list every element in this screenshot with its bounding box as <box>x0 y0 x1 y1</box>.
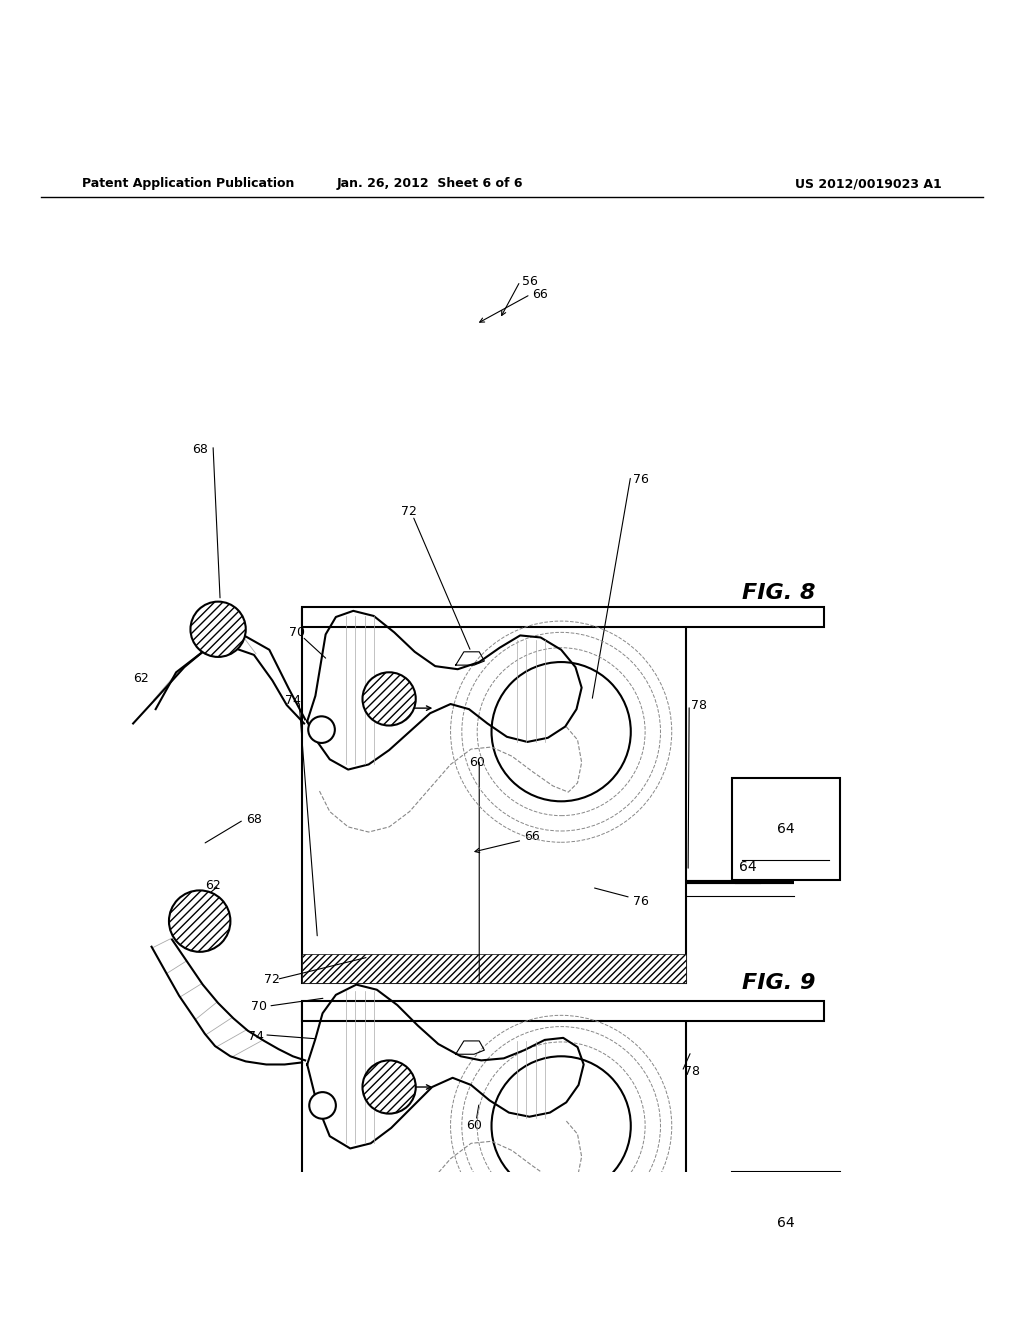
Text: 78: 78 <box>691 698 708 711</box>
Text: 72: 72 <box>401 506 418 517</box>
Text: 60: 60 <box>466 1119 482 1133</box>
Text: 68: 68 <box>193 442 209 455</box>
Bar <box>302 1001 824 1022</box>
Text: Patent Application Publication: Patent Application Publication <box>82 177 294 190</box>
Text: Jan. 26, 2012  Sheet 6 of 6: Jan. 26, 2012 Sheet 6 of 6 <box>337 177 523 190</box>
Circle shape <box>308 717 335 743</box>
Text: 56: 56 <box>522 275 539 288</box>
Bar <box>302 1003 686 1320</box>
Circle shape <box>190 602 246 657</box>
Circle shape <box>492 663 631 801</box>
Circle shape <box>362 1060 416 1114</box>
Text: 70: 70 <box>251 999 267 1012</box>
Text: 64: 64 <box>777 1216 795 1230</box>
Text: 62: 62 <box>205 879 220 892</box>
Bar <box>302 607 824 627</box>
Text: 74: 74 <box>248 1031 264 1043</box>
Text: FIG. 9: FIG. 9 <box>742 973 816 993</box>
Text: US 2012/0019023 A1: US 2012/0019023 A1 <box>796 177 942 190</box>
Bar <box>302 954 686 982</box>
Text: 72: 72 <box>264 973 281 986</box>
Text: 70: 70 <box>289 626 305 639</box>
Text: 62: 62 <box>133 672 148 685</box>
Text: 64: 64 <box>777 822 795 836</box>
Circle shape <box>309 1092 336 1119</box>
Text: FIG. 8: FIG. 8 <box>742 583 816 603</box>
Text: 66: 66 <box>524 830 540 842</box>
Bar <box>732 777 840 880</box>
Text: 76: 76 <box>633 474 649 486</box>
Text: 78: 78 <box>684 1065 700 1078</box>
Text: 68: 68 <box>246 813 262 826</box>
Text: 76: 76 <box>633 895 649 908</box>
Bar <box>302 609 686 982</box>
Circle shape <box>492 1056 631 1196</box>
Circle shape <box>169 891 230 952</box>
Bar <box>732 1172 840 1274</box>
Text: 74: 74 <box>285 694 301 708</box>
Circle shape <box>362 672 416 726</box>
Text: 64: 64 <box>738 859 757 874</box>
Text: 60: 60 <box>469 756 485 768</box>
Text: 66: 66 <box>532 288 548 301</box>
